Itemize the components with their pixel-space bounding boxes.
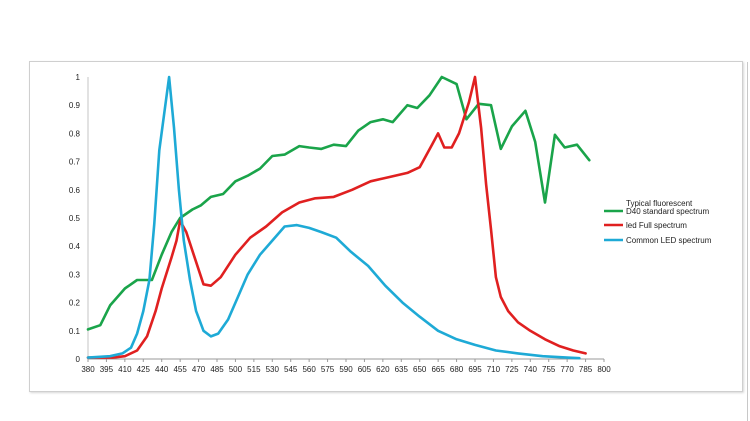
y-tick-label: 0.2 [69,299,81,308]
legend-label-2: led Full spectrum [626,221,687,230]
x-tick-label: 590 [339,365,353,374]
y-tick-label: 0.7 [69,158,81,167]
page-edge-divider [747,62,748,421]
x-tick-label: 425 [137,365,151,374]
legend: Typical fluorescent D40 standard spectru… [604,199,712,245]
y-tick-label: 0.5 [69,214,81,223]
x-tick-label: 440 [155,365,169,374]
x-tick-label: 395 [100,365,114,374]
series-lines [86,75,591,360]
x-tick-label: 755 [542,365,556,374]
legend-header: Typical fluorescent [626,199,693,208]
x-tick-label: 485 [210,365,224,374]
x-tick-label: 635 [395,365,409,374]
x-tick-label: 575 [321,365,335,374]
y-tick-labels: 0 0.1 0.2 0.3 0.4 0.5 0.6 0.7 0.8 0.9 1 [69,73,81,364]
series-line-2 [86,75,587,359]
x-tick-label: 695 [468,365,482,374]
x-tick-label: 725 [505,365,519,374]
x-tick-label: 500 [229,365,243,374]
x-tick-label: 710 [487,365,501,374]
y-tick-label: 0.3 [69,270,81,279]
x-tick-label: 770 [560,365,574,374]
x-tick-label: 515 [247,365,261,374]
x-tick-label: 620 [376,365,390,374]
x-tick-label: 680 [450,365,464,374]
x-tick-label: 410 [118,365,132,374]
x-tick-label: 665 [431,365,445,374]
y-tick-label: 0.9 [69,101,81,110]
legend-label-3: Common LED spectrum [626,236,712,245]
x-tick-label: 605 [358,365,372,374]
series-line-3 [86,75,581,360]
y-tick-label: 0.8 [69,129,81,138]
x-tick-label: 800 [597,365,611,374]
x-tick-label: 560 [302,365,316,374]
series-line-1 [86,75,591,331]
y-tick-label: 0.1 [69,327,81,336]
x-tick-labels: 380 395 410 425 440 455 470 485 500 515 530 545 560 5… [81,359,611,374]
x-tick-label: 545 [284,365,298,374]
chart-axes [87,77,604,360]
x-tick-label: 380 [81,365,95,374]
x-tick-label: 470 [192,365,206,374]
y-tick-label: 0.6 [69,186,81,195]
x-tick-label: 650 [413,365,427,374]
legend-items: D40 standard spectrum led Full spectrum Co… [604,207,712,245]
x-tick-label: 785 [579,365,593,374]
y-tick-label: 0 [76,355,81,364]
legend-label-1: D40 standard spectrum [626,207,709,216]
y-tick-label: 1 [76,73,81,82]
x-tick-label: 740 [524,365,538,374]
y-tick-label: 0.4 [69,242,81,251]
x-tick-label: 530 [266,365,280,374]
x-tick-label: 455 [173,365,187,374]
